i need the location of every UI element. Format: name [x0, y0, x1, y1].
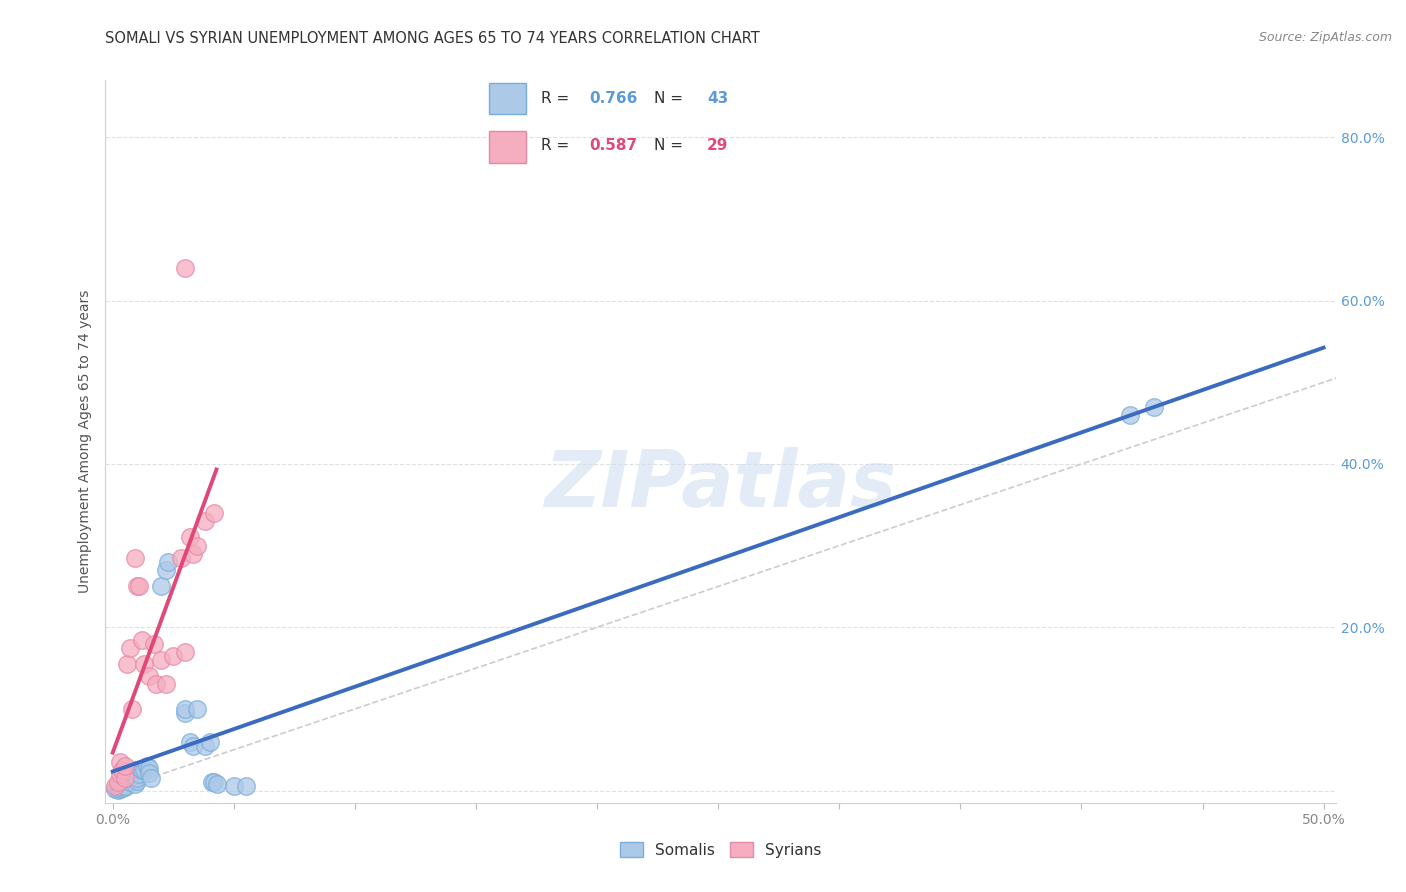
Point [179, 531, 201, 545]
Legend: Somalis, Syrians: Somalis, Syrians [613, 836, 828, 863]
Point [114, 759, 136, 773]
Point [121, 702, 143, 716]
Point [157, 555, 180, 569]
Point [111, 775, 134, 789]
FancyBboxPatch shape [489, 83, 526, 114]
Point [117, 657, 139, 671]
Point [114, 780, 136, 795]
Point [181, 739, 204, 753]
Point [181, 547, 204, 561]
Point [186, 702, 208, 716]
Point [174, 706, 197, 720]
Point [111, 781, 134, 796]
Text: R =: R = [541, 138, 575, 153]
Point [104, 781, 127, 796]
Point [186, 539, 208, 553]
Point [194, 514, 217, 528]
Point [235, 780, 257, 794]
Point [205, 777, 228, 791]
Point [135, 759, 157, 773]
Text: 43: 43 [707, 91, 728, 106]
Point [134, 763, 156, 777]
Point [108, 767, 131, 781]
Text: R =: R = [541, 91, 575, 106]
Point [114, 772, 136, 786]
Point [124, 777, 146, 791]
Point [107, 782, 129, 797]
Point [118, 640, 141, 655]
FancyBboxPatch shape [489, 131, 526, 162]
Point [138, 761, 160, 775]
Point [117, 772, 139, 786]
Point [198, 734, 221, 748]
Point [162, 648, 184, 663]
Point [150, 579, 173, 593]
Point [121, 767, 143, 781]
Point [114, 780, 136, 794]
Point [1143, 400, 1166, 414]
Point [142, 637, 165, 651]
Point [174, 645, 197, 659]
Point [131, 632, 153, 647]
Point [138, 669, 160, 683]
Text: N =: N = [654, 138, 688, 153]
Point [194, 739, 217, 753]
Point [111, 763, 134, 777]
Point [174, 261, 197, 276]
Point [1119, 408, 1142, 422]
Point [134, 657, 156, 671]
Text: SOMALI VS SYRIAN UNEMPLOYMENT AMONG AGES 65 TO 74 YEARS CORRELATION CHART: SOMALI VS SYRIAN UNEMPLOYMENT AMONG AGES… [105, 31, 761, 46]
Point [125, 579, 148, 593]
Point [108, 755, 131, 769]
Point [222, 780, 245, 794]
Point [201, 775, 224, 789]
Point [204, 775, 226, 789]
Point [179, 734, 201, 748]
Point [204, 506, 226, 520]
Y-axis label: Unemployment Among Ages 65 to 74 years: Unemployment Among Ages 65 to 74 years [79, 290, 93, 593]
Point [107, 780, 129, 795]
Point [150, 653, 173, 667]
Point [128, 767, 150, 781]
Text: 0.587: 0.587 [589, 138, 637, 153]
Point [108, 780, 131, 794]
Point [121, 765, 143, 780]
Point [104, 780, 127, 794]
Point [145, 677, 167, 691]
Text: Source: ZipAtlas.com: Source: ZipAtlas.com [1258, 31, 1392, 45]
Point [128, 579, 150, 593]
Point [108, 781, 131, 796]
Point [155, 563, 177, 577]
Text: ZIPatlas: ZIPatlas [544, 447, 897, 523]
Point [169, 550, 191, 565]
Point [124, 550, 146, 565]
Point [118, 772, 141, 786]
Text: 0.766: 0.766 [589, 91, 637, 106]
Text: N =: N = [654, 91, 688, 106]
Point [125, 773, 148, 788]
Point [124, 763, 146, 777]
Point [107, 775, 129, 789]
Point [138, 765, 160, 780]
Text: 29: 29 [707, 138, 728, 153]
Point [118, 775, 141, 789]
Point [131, 763, 153, 777]
Point [155, 677, 177, 691]
Point [141, 772, 163, 786]
Point [174, 702, 197, 716]
Point [117, 769, 139, 783]
Point [125, 772, 148, 786]
